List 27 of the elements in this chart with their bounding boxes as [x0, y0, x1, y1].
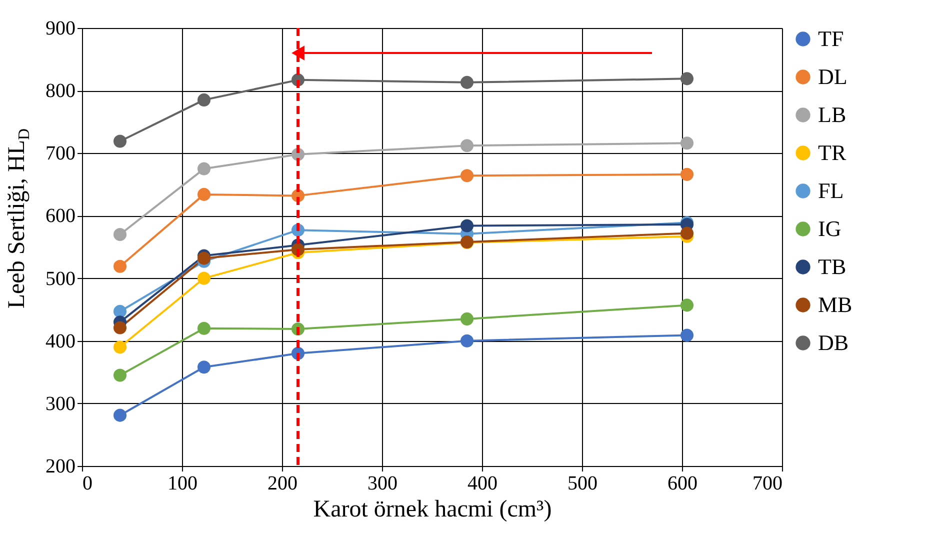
- x-tick-label: 500: [568, 472, 598, 494]
- y-tick-label: 300: [46, 392, 76, 415]
- x-axis-title: Karot örnek hacmi (cm³): [313, 496, 552, 522]
- x-tick-label: 300: [368, 472, 398, 494]
- y-tick-label: 400: [46, 330, 76, 352]
- legend-label: DB: [818, 330, 849, 355]
- legend-label: FL: [818, 178, 844, 203]
- legend-label: DL: [818, 64, 848, 89]
- x-tick-label: 400: [468, 472, 498, 494]
- y-tick-label: 900: [46, 18, 76, 40]
- legend-label: MB: [818, 292, 852, 317]
- legend-label: TR: [818, 140, 846, 165]
- x-tick-label: 200: [268, 472, 298, 494]
- x-tick-label: 600: [668, 472, 698, 494]
- legend-label: IG: [818, 216, 842, 241]
- legend-label: LB: [818, 102, 846, 127]
- y-tick-label: 500: [46, 268, 76, 290]
- y-tick-label: 800: [46, 80, 76, 102]
- x-tick-label: 100: [168, 472, 198, 494]
- legend-label: TB: [818, 254, 846, 279]
- x-tick-label: 0: [82, 472, 92, 494]
- x-tick-label: 700: [752, 472, 782, 494]
- y-tick-label: 200: [46, 456, 76, 478]
- legend-label: TF: [818, 26, 844, 51]
- y-axis-title: Leeb Sertliği, HLD: [4, 128, 33, 309]
- y-tick-label: 600: [46, 205, 76, 228]
- y-tick-label: 700: [46, 142, 76, 165]
